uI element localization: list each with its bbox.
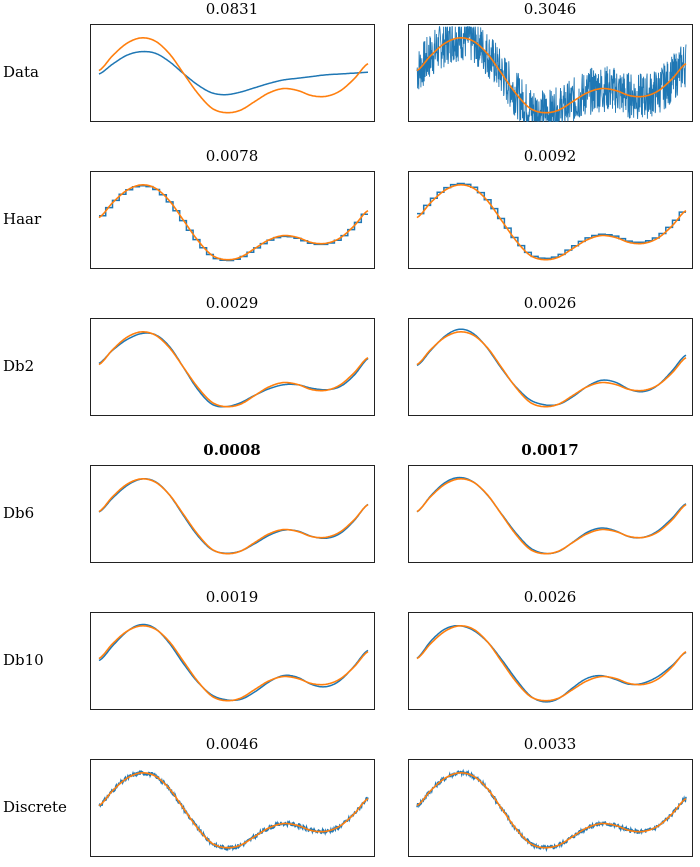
approximation-line: [416, 476, 687, 555]
approximation-line: [98, 50, 368, 96]
plot-area: [98, 769, 369, 852]
panel-title: 0.0026: [523, 294, 577, 312]
plot-area: [98, 478, 369, 555]
plot-area: [416, 25, 687, 122]
plot-area: [416, 182, 687, 261]
row-label: Data: [3, 63, 39, 81]
approximation-line: [98, 769, 369, 852]
approximation-line: [416, 768, 687, 853]
panel-title: 0.3046: [523, 0, 577, 18]
plot-area: [416, 768, 687, 853]
plot-area: [98, 331, 369, 408]
target-line: [416, 184, 687, 261]
panel-title: 0.0019: [205, 588, 259, 606]
approximation-line: [416, 25, 687, 122]
panel-plot: [408, 465, 693, 563]
approximation-line: [416, 624, 687, 703]
panel-plot: [90, 171, 375, 269]
approximation-line: [417, 182, 686, 260]
approximation-line: [98, 332, 369, 408]
target-line: [98, 625, 369, 702]
target-line: [416, 37, 687, 114]
panel-title: 0.0092: [523, 147, 577, 165]
panel-title: 0.0026: [523, 588, 577, 606]
panel-plot: [408, 171, 693, 269]
panel-plot: [90, 465, 375, 563]
panel-plot: [90, 24, 375, 122]
target-line: [416, 478, 687, 555]
panel-plot: [408, 612, 693, 710]
panel-title: 0.0033: [523, 735, 577, 753]
plot-area: [98, 37, 369, 114]
panel-title: 0.0017: [521, 441, 579, 459]
target-line: [416, 331, 687, 408]
target-line: [98, 331, 369, 408]
approximation-line: [98, 623, 369, 702]
row-label: Discrete: [3, 798, 67, 816]
row-label: Haar: [3, 210, 42, 228]
approximation-line: [416, 328, 687, 407]
panel-title: 0.0029: [205, 294, 259, 312]
panel-title: 0.0008: [203, 441, 261, 459]
plot-area: [98, 184, 369, 262]
panel-title: 0.0831: [205, 0, 259, 18]
plot-area: [416, 624, 687, 703]
panel-plot: [408, 24, 693, 122]
panel-plot: [90, 318, 375, 416]
panel-plot: [408, 759, 693, 857]
approximation-line: [98, 478, 369, 554]
plot-area: [416, 328, 687, 408]
panel-title: 0.0078: [205, 147, 259, 165]
target-line: [98, 37, 369, 114]
panel-plot: [90, 612, 375, 710]
plot-area: [98, 623, 369, 702]
approximation-line: [99, 184, 368, 262]
target-line: [98, 772, 369, 849]
panel-plot: [90, 759, 375, 857]
target-line: [416, 625, 687, 702]
row-label: Db2: [3, 357, 35, 375]
plot-area: [416, 476, 687, 555]
row-label: Db6: [3, 504, 35, 522]
target-line: [416, 772, 687, 849]
panel-plot: [408, 318, 693, 416]
panel-title: 0.0046: [205, 735, 259, 753]
target-line: [98, 478, 369, 555]
target-line: [98, 184, 369, 261]
row-label: Db10: [3, 651, 44, 669]
